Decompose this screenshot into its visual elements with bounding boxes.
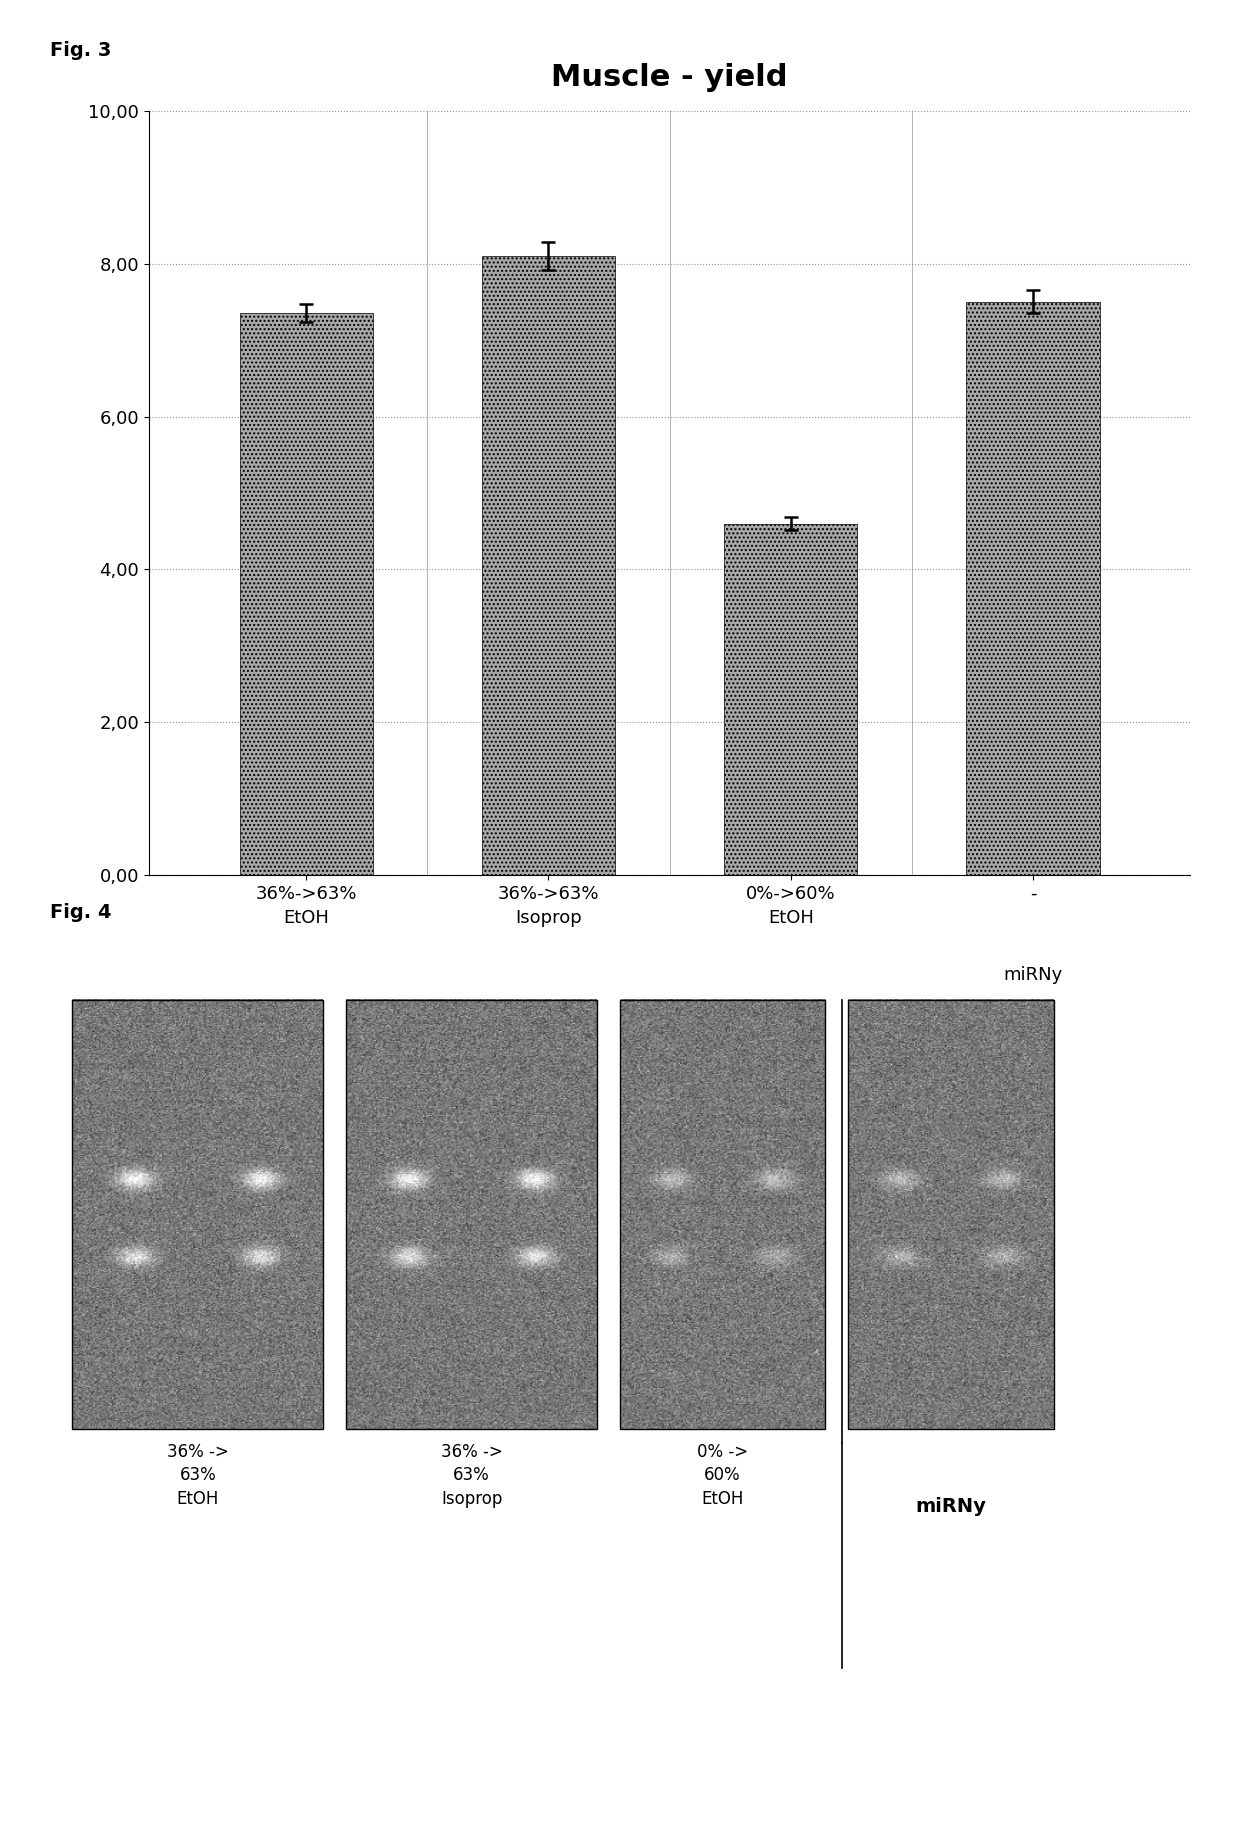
Bar [72, 999, 324, 1430]
Text: miRNy: miRNy [915, 1497, 986, 1517]
Bar [620, 999, 826, 1430]
Text: 36% ->
63%
Isoprop: 36% -> 63% Isoprop [440, 1443, 502, 1508]
Title: Muscle - yield: Muscle - yield [552, 63, 787, 92]
Text: 36% ->
63%
EtOH: 36% -> 63% EtOH [167, 1443, 229, 1508]
Bar [966, 302, 1100, 875]
Bar [239, 313, 373, 875]
Text: miRNy: miRNy [1003, 966, 1063, 984]
Text: 0% ->
60%
EtOH: 0% -> 60% EtOH [697, 1443, 748, 1508]
Bar [848, 999, 1054, 1430]
Bar [482, 256, 615, 875]
Bar [346, 999, 598, 1430]
Bar [724, 523, 857, 875]
Text: Fig. 3: Fig. 3 [50, 41, 110, 59]
Text: Fig. 4: Fig. 4 [50, 903, 112, 922]
